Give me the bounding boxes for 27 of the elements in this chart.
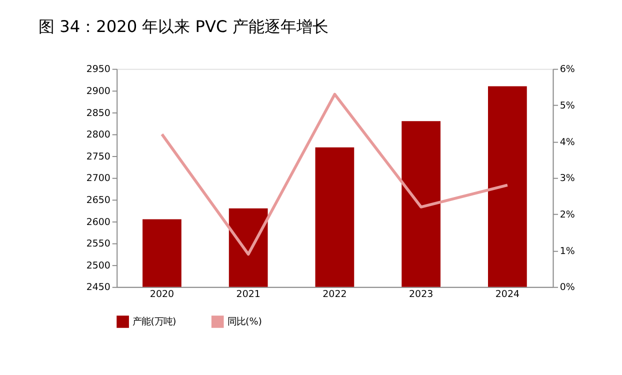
y-tick-label: 2900 — [86, 86, 110, 97]
y-tick-label: 2500 — [86, 260, 110, 272]
y2-tick-label: 3% — [560, 173, 575, 184]
y-tick-label: 2750 — [86, 151, 110, 162]
y2-tick-label: 2% — [560, 210, 575, 221]
x-tick-label: 2022 — [322, 288, 347, 300]
x-tick-label: 2021 — [236, 288, 260, 300]
y2-tick-label: 5% — [560, 100, 575, 112]
x-tick-label: 2024 — [495, 288, 520, 300]
y-tick-label: 2450 — [86, 282, 110, 294]
y-tick-label: 2850 — [86, 108, 110, 119]
y-tick-label: 2650 — [86, 194, 110, 206]
chart-title: 图 34：2020 年以来 PVC 产能逐年增长 — [38, 16, 328, 36]
legend-label: 同比(%) — [228, 316, 262, 328]
line-series — [160, 92, 509, 256]
legend-label: 产能(万吨) — [132, 316, 176, 328]
y2-tick-label: 1% — [560, 246, 575, 257]
y2-tick-label: 4% — [560, 136, 575, 148]
y-tick-label: 2800 — [86, 130, 110, 141]
y-tick-label: 2600 — [86, 216, 110, 228]
y-tick-label: 2950 — [86, 64, 110, 76]
x-tick-label: 2023 — [409, 288, 434, 300]
y2-tick-label: 6% — [560, 64, 575, 76]
x-tick-label: 2020 — [150, 288, 174, 300]
y-tick-label: 2700 — [86, 173, 110, 184]
y-tick-label: 2550 — [86, 238, 110, 250]
y2-tick-label: 0% — [560, 282, 575, 294]
